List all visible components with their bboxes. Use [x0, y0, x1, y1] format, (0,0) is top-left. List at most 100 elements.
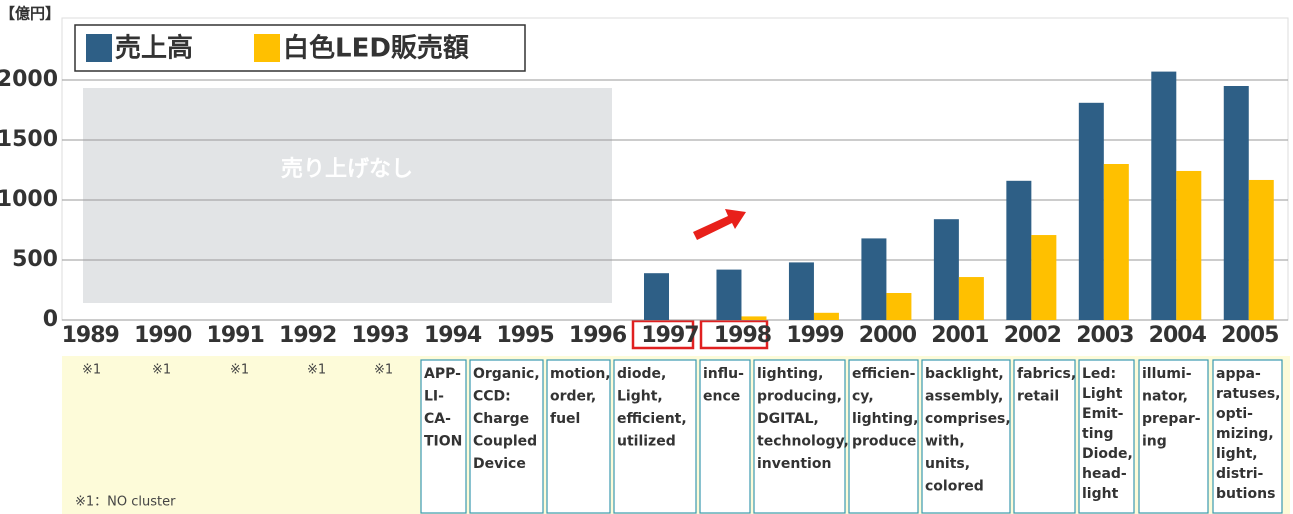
keyword: illumi-	[1142, 366, 1192, 382]
keyword: fuel	[550, 411, 580, 427]
y-tick-label: 500	[12, 247, 58, 272]
bar	[788, 262, 814, 320]
no-sales-box	[83, 88, 612, 303]
keyword: CA-	[424, 411, 451, 427]
keyword: butions	[1216, 486, 1275, 502]
footnote-mark: ※1	[82, 363, 101, 378]
footnote-mark: ※1	[230, 363, 249, 378]
keyword: fabrics,	[1017, 366, 1076, 382]
keyword: appa-	[1216, 366, 1261, 382]
footnote-mark: ※1	[152, 363, 171, 378]
x-tick-label: 1991	[207, 323, 264, 348]
keyword: head-	[1082, 466, 1127, 482]
keyword: backlight,	[925, 366, 1004, 382]
keyword: invention	[757, 456, 831, 472]
legend-swatch	[86, 34, 112, 62]
x-tick-label: 1999	[786, 323, 843, 348]
keyword: lighting,	[852, 411, 918, 427]
keyword-cell	[420, 359, 467, 514]
footnote-mark: ※1	[374, 363, 393, 378]
keyword-cell	[699, 359, 751, 514]
keyword: distri-	[1216, 466, 1264, 482]
x-tick-label: 1996	[569, 323, 627, 348]
legend-label: 売上高	[115, 33, 193, 64]
x-tick-label: 1992	[279, 323, 336, 348]
y-tick-label: 1500	[0, 127, 58, 152]
keyword: with,	[925, 434, 965, 450]
bar	[1151, 71, 1177, 320]
x-tick-label: 2005	[1221, 323, 1278, 348]
keyword: ing	[1142, 434, 1167, 450]
keyword: assembly,	[925, 389, 1003, 405]
bar	[1103, 164, 1129, 320]
keyword: light,	[1216, 446, 1258, 462]
keyword: CCD:	[473, 389, 511, 405]
x-tick-label: 1993	[352, 323, 409, 348]
keyword: comprises,	[925, 411, 1011, 427]
keyword: retail	[1017, 389, 1059, 405]
bar	[1031, 235, 1057, 320]
x-tick-label: 2003	[1076, 323, 1133, 348]
bar	[861, 238, 887, 320]
keyword: Device	[473, 456, 526, 472]
keyword-cell	[613, 359, 697, 514]
footnote-mark: ※1	[307, 363, 326, 378]
keyword: colored	[925, 479, 984, 495]
x-tick-label: 2000	[859, 323, 917, 348]
keyword: influ-	[703, 366, 744, 382]
keyword: opti-	[1216, 406, 1253, 422]
y-tick-label: 0	[43, 307, 58, 332]
bar	[1176, 170, 1202, 320]
x-tick-label: 1998	[714, 323, 771, 348]
highlight	[631, 319, 695, 350]
highlight	[699, 319, 769, 350]
keyword: ence	[703, 389, 740, 405]
keyword: Led:	[1082, 366, 1116, 382]
legend	[74, 24, 526, 72]
keyword: APP-	[424, 366, 461, 382]
x-tick-label: 2001	[931, 323, 988, 348]
keyword: Diode,	[1082, 446, 1133, 462]
bar	[1223, 86, 1249, 320]
x-tick-label: 1997	[641, 323, 698, 348]
keyword: motion,	[550, 366, 611, 382]
keyword: TION	[424, 434, 462, 450]
x-tick-label: 2002	[1004, 323, 1061, 348]
x-tick-label: 1995	[496, 323, 553, 348]
bar	[716, 269, 742, 320]
keyword-cell	[1078, 359, 1135, 514]
keyword: cy,	[852, 389, 874, 405]
keyword: units,	[925, 456, 970, 472]
keyword: ratuses,	[1216, 386, 1281, 402]
keyword: Light	[1082, 386, 1123, 402]
x-tick-label: 1994	[424, 323, 482, 348]
bar	[813, 312, 839, 320]
keyword: prepar-	[1142, 411, 1201, 427]
keyword: diode,	[617, 366, 666, 382]
legend-swatch	[254, 34, 280, 62]
bar	[933, 219, 959, 320]
keyword-cell	[848, 359, 919, 514]
keyword: DGITAL,	[757, 411, 819, 427]
keyword: technology,	[757, 434, 849, 450]
keyword-cell	[1212, 359, 1283, 514]
bar	[741, 316, 767, 320]
keyword: order,	[550, 389, 596, 405]
keyword: producing,	[757, 389, 842, 405]
x-tick-label: 2004	[1149, 323, 1207, 348]
keyword: efficien-	[852, 366, 916, 382]
bar	[886, 293, 912, 320]
bar	[1248, 179, 1274, 320]
keyword: efficient,	[617, 411, 687, 427]
keyword: nator,	[1142, 389, 1188, 405]
keyword: utilized	[617, 434, 676, 450]
keyword: Charge	[473, 411, 529, 427]
annotation: 売り上げなし	[281, 156, 413, 182]
x-tick-label: 1990	[134, 323, 192, 348]
keyword-cell	[921, 359, 1011, 514]
keyword: LI-	[424, 389, 444, 405]
keyword-cell	[753, 359, 846, 514]
keyword: light	[1082, 486, 1119, 502]
arrow	[693, 209, 746, 240]
